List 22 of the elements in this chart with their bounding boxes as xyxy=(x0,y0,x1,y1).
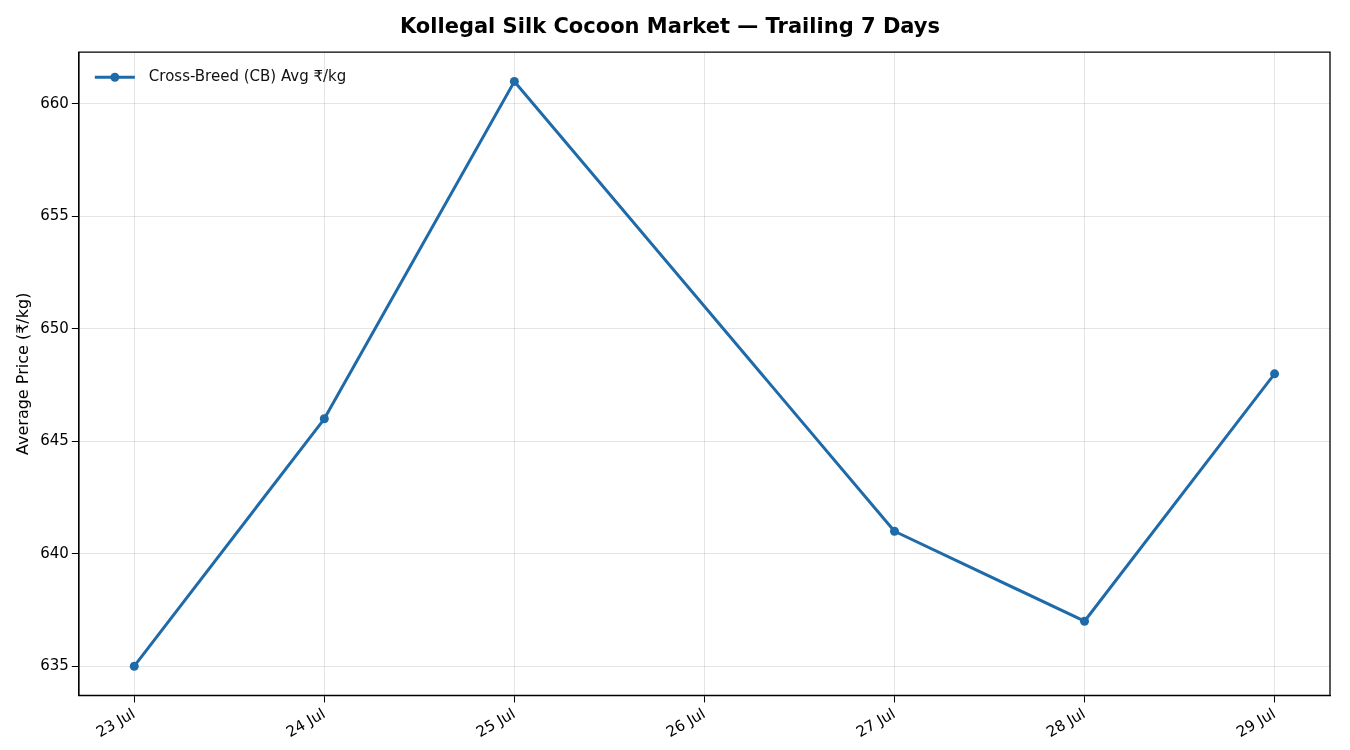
chart-title: Kollegal Silk Cocoon Market — Trailing 7 Days xyxy=(399,14,941,39)
point xyxy=(1270,369,1280,379)
point xyxy=(1080,616,1090,626)
point xyxy=(509,76,519,86)
y-tick-label: 650 xyxy=(40,318,69,337)
x-tick-label: 25 Jul xyxy=(473,704,519,742)
y-tick-label: 660 xyxy=(40,93,69,112)
x-tick-label: 23 Jul xyxy=(92,704,139,742)
x-tick-label: 27 Jul xyxy=(853,704,899,742)
y-axis-title: Average Price (₹/kg) xyxy=(12,292,32,456)
point xyxy=(129,661,139,671)
x-tick-label: 24 Jul xyxy=(282,704,329,742)
legend-label: Cross-Breed (CB) Avg ₹/kg xyxy=(148,67,347,86)
x-tick-label: 26 Jul xyxy=(663,704,709,742)
point xyxy=(319,414,329,424)
y-tick-label: 645 xyxy=(40,431,69,450)
y-tick-label: 640 xyxy=(40,543,69,562)
x-tick-label: 28 Jul xyxy=(1043,704,1089,742)
y-tick-label: 635 xyxy=(40,656,69,675)
point xyxy=(889,526,899,536)
y-tick-label: 655 xyxy=(40,206,69,225)
x-tick-label: 29 Jul xyxy=(1233,704,1279,742)
